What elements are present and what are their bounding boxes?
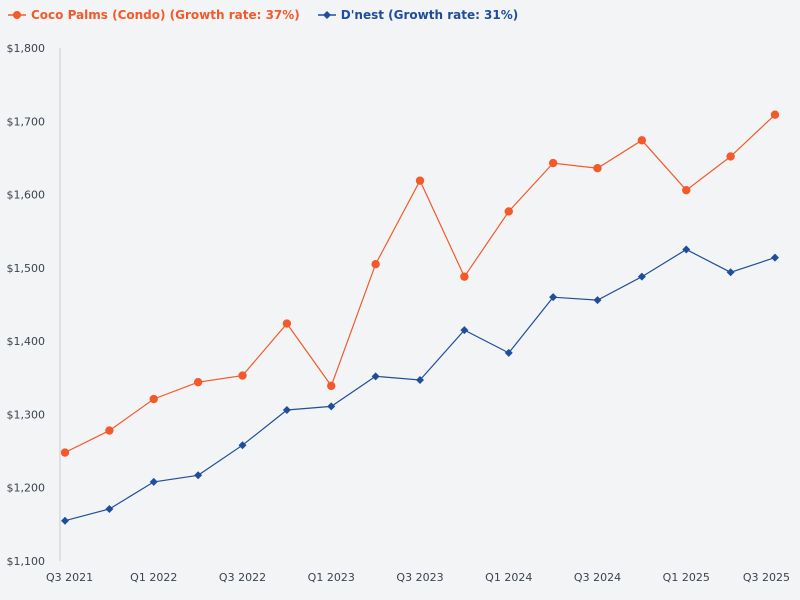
y-tick-label-1700: $1,700 (7, 115, 46, 128)
data-point-s1-3[interactable] (194, 471, 203, 480)
y-tick-label-1300: $1,300 (7, 408, 46, 421)
series-line-0 (64, 114, 776, 454)
x-tick-label-q3-2022: Q3 2022 (219, 571, 266, 584)
data-point-s0-5[interactable] (282, 319, 292, 328)
data-point-s0-14[interactable] (682, 185, 691, 195)
data-point-s0-16[interactable] (770, 110, 780, 119)
data-point-s1-11[interactable] (549, 293, 558, 302)
x-tick-label-q3-2024: Q3 2024 (574, 571, 621, 584)
data-point-s1-5[interactable] (282, 406, 291, 415)
data-point-s0-13[interactable] (637, 136, 647, 145)
chart-legend: Coco Palms (Condo) (Growth rate: 37%) D'… (8, 8, 518, 22)
legend-item-coco-palms[interactable]: Coco Palms (Condo) (Growth rate: 37%) (8, 8, 300, 22)
data-point-s1-15[interactable] (726, 268, 735, 277)
data-point-s1-2[interactable] (149, 477, 158, 486)
data-point-s1-9[interactable] (460, 326, 469, 335)
x-tick-label-q3-2021: Q3 2021 (46, 571, 93, 584)
diamond-marker-icon (317, 11, 336, 19)
data-point-s0-15[interactable] (726, 152, 735, 161)
y-tick-label-1400: $1,400 (7, 335, 46, 348)
data-point-s0-10[interactable] (504, 207, 513, 216)
y-tick-label-1800: $1,800 (7, 42, 46, 55)
x-tick-label-q1-2024: Q1 2024 (485, 571, 532, 584)
circle-marker-icon (8, 11, 26, 19)
x-tick-label-q1-2023: Q1 2023 (308, 571, 355, 584)
data-point-s1-1[interactable] (105, 504, 114, 513)
data-point-s0-12[interactable] (593, 163, 602, 173)
y-tick-label-1200: $1,200 (7, 482, 46, 495)
data-point-s1-10[interactable] (504, 348, 513, 357)
data-point-s0-3[interactable] (193, 377, 203, 387)
data-point-s1-0[interactable] (61, 516, 69, 525)
data-point-s0-7[interactable] (371, 259, 380, 269)
legend-item-dnest[interactable]: D'nest (Growth rate: 31%) (317, 8, 519, 22)
data-point-s1-6[interactable] (327, 402, 336, 411)
data-point-s1-8[interactable] (416, 375, 424, 384)
legend-label-coco-palms: Coco Palms (Condo) (Growth rate: 37%) (31, 8, 300, 22)
y-tick-label-1500: $1,500 (7, 262, 46, 275)
legend-label-dnest: D'nest (Growth rate: 31%) (340, 8, 519, 22)
data-point-s0-4[interactable] (238, 371, 247, 380)
data-point-s0-1[interactable] (105, 426, 114, 435)
data-point-s0-9[interactable] (460, 272, 469, 281)
series-line-1 (64, 248, 776, 522)
x-tick-label-q1-2025: Q1 2025 (663, 571, 710, 584)
y-tick-label-1600: $1,600 (7, 189, 46, 202)
x-tick-label-q3-2025: Q3 2025 (743, 571, 790, 584)
data-point-s0-0[interactable] (60, 448, 70, 457)
x-tick-label-q1-2022: Q1 2022 (130, 571, 177, 584)
data-point-s1-14[interactable] (682, 245, 691, 254)
data-point-s1-16[interactable] (771, 253, 779, 262)
data-point-s0-6[interactable] (327, 381, 336, 391)
data-point-s1-7[interactable] (371, 372, 380, 381)
data-point-s0-2[interactable] (149, 394, 158, 404)
data-point-s0-8[interactable] (415, 176, 425, 185)
data-point-s1-13[interactable] (637, 272, 646, 281)
data-point-s0-11[interactable] (548, 158, 558, 168)
y-tick-label-1100: $1,100 (7, 555, 46, 568)
data-point-s1-4[interactable] (238, 441, 247, 450)
x-tick-label-q3-2023: Q3 2023 (396, 571, 443, 584)
data-point-s1-12[interactable] (593, 296, 602, 305)
